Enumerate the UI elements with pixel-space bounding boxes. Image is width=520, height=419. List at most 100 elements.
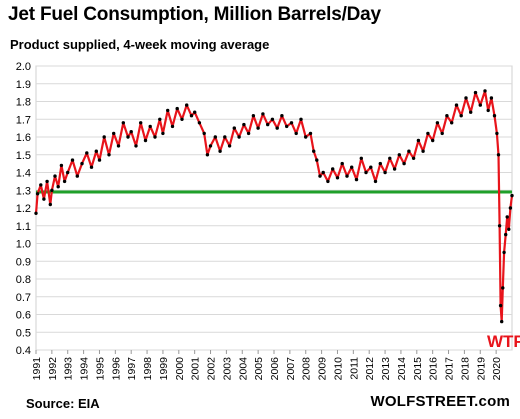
data-point [321, 170, 325, 175]
data-point [208, 144, 213, 148]
data-point [227, 144, 232, 148]
data-point [450, 121, 454, 125]
data-point [431, 138, 435, 143]
x-tick-label: 2008 [301, 357, 313, 381]
data-point [402, 161, 406, 166]
data-point [312, 149, 316, 153]
data-point [170, 124, 175, 129]
x-tick-label: 2007 [285, 357, 297, 381]
data-point [473, 90, 478, 95]
data-point [242, 122, 246, 127]
data-point [335, 176, 340, 180]
data-point [218, 149, 222, 153]
x-tick-label: 2004 [237, 357, 249, 381]
y-tick-label: 1.0 [16, 239, 31, 251]
y-tick-label: 0.4 [16, 345, 31, 357]
x-tick-label: 2017 [444, 357, 456, 381]
data-point [388, 156, 392, 160]
data-point [498, 303, 503, 308]
data-point [134, 144, 138, 148]
data-point [102, 135, 106, 139]
data-point [213, 135, 217, 139]
data-point [129, 130, 133, 134]
data-point [180, 117, 184, 122]
y-tick-label: 0.8 [16, 274, 31, 286]
data-point [256, 126, 260, 130]
data-point [280, 114, 284, 118]
data-point [345, 174, 349, 178]
data-point [266, 122, 270, 127]
data-point [469, 110, 473, 114]
data-point [42, 197, 46, 201]
data-point [445, 114, 449, 118]
data-point [116, 144, 121, 148]
data-point [121, 121, 126, 125]
data-point [383, 170, 387, 175]
x-tick-label: 2000 [174, 357, 186, 381]
data-point [39, 183, 43, 187]
x-tick-label: 1992 [47, 357, 59, 381]
data-point [495, 131, 499, 136]
data-point [237, 135, 241, 139]
x-tick-label: 1996 [110, 357, 122, 381]
x-tick-label: 1991 [31, 357, 43, 381]
x-tick-label: 2009 [317, 357, 329, 381]
x-tick-label: 2011 [348, 357, 360, 380]
x-tick-label: 1998 [142, 357, 154, 381]
y-tick-label: 1.7 [16, 114, 31, 126]
y-tick-label: 0.9 [16, 256, 31, 268]
data-point [492, 114, 497, 118]
x-tick-label: 2001 [190, 357, 202, 381]
data-point [510, 193, 514, 198]
data-point [464, 96, 468, 100]
y-tick-label: 1.4 [16, 168, 31, 180]
data-point [139, 121, 143, 125]
data-point [421, 149, 425, 153]
data-point [501, 286, 505, 290]
data-point [285, 124, 289, 129]
data-point [62, 179, 67, 184]
y-tick-label: 2.0 [16, 61, 31, 73]
data-point [261, 112, 265, 116]
x-tick-label: 1999 [158, 357, 170, 381]
data-point [326, 179, 330, 184]
data-point [459, 114, 463, 118]
data-point [270, 117, 275, 122]
y-tick-label: 1.6 [16, 132, 31, 144]
annotation-wtf: WTF [487, 332, 520, 351]
y-tick-label: 0.7 [16, 292, 31, 304]
data-point [299, 117, 303, 122]
x-tick-label: 2003 [221, 357, 233, 381]
data-point [483, 89, 487, 93]
data-point [85, 151, 89, 155]
y-tick-label: 1.1 [16, 221, 31, 233]
source-label: Source: EIA [26, 396, 100, 411]
data-point [505, 215, 509, 219]
data-point [304, 135, 308, 139]
data-point [112, 131, 116, 136]
data-point [89, 165, 94, 169]
data-point [205, 153, 210, 157]
data-point [94, 149, 99, 153]
data-point [143, 138, 148, 143]
data-point [56, 185, 60, 189]
data-point [416, 138, 421, 143]
data-point [318, 174, 322, 178]
data-point [202, 131, 206, 136]
data-point [435, 121, 440, 125]
data-point [497, 224, 502, 228]
data-point [34, 211, 38, 215]
x-tick-label: 2015 [412, 357, 424, 381]
y-tick-label: 1.9 [16, 79, 31, 91]
data-point [246, 131, 251, 136]
data-point [340, 161, 344, 166]
x-tick-label: 2005 [253, 357, 265, 381]
data-point [308, 131, 313, 136]
data-point [373, 179, 378, 184]
data-point [294, 131, 298, 136]
data-point [369, 165, 373, 169]
data-point [107, 153, 111, 157]
data-point [407, 149, 411, 153]
data-point [289, 121, 294, 125]
x-axis-ticks: 1991 1992 1993 1994 1995 1996 1997 1998 1999 2000… [31, 350, 503, 380]
